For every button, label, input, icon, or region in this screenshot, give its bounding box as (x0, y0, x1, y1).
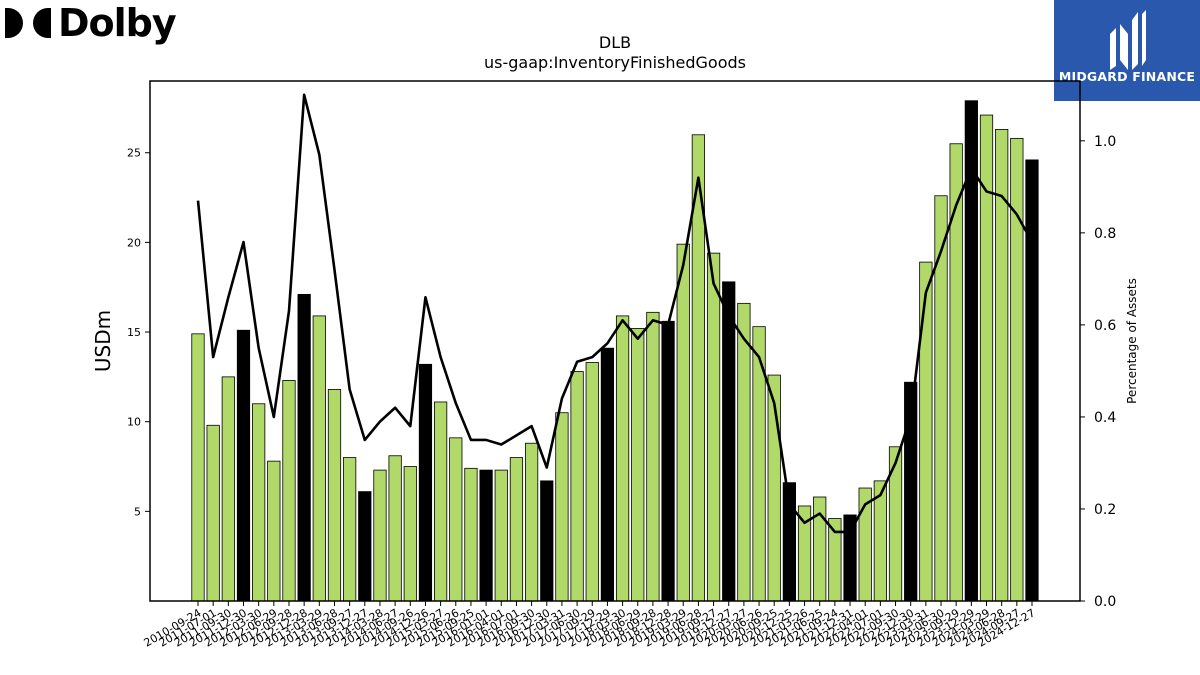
bar (706, 252, 721, 602)
y2-tick-label: 0.8 (1094, 226, 1116, 242)
bar (676, 243, 690, 602)
percent-line (196, 93, 1034, 534)
bar (979, 114, 994, 602)
y2-axis-ticks: 0.0 0.2 0.4 0.6 0.8 1.0 (1080, 134, 1116, 610)
bar (388, 455, 402, 602)
bar (524, 442, 539, 602)
y-axis-ticks: 5 10 15 20 25 (127, 147, 150, 518)
percent-line-series (196, 93, 1034, 534)
bar (600, 347, 615, 602)
y-tick-label: 5 (134, 505, 141, 518)
bar (843, 514, 857, 602)
bar (418, 363, 433, 602)
bar (631, 328, 645, 602)
bar (252, 403, 266, 602)
bar (282, 380, 296, 602)
y2-tick-label: 0.4 (1094, 410, 1116, 426)
y2-tick-label: 0.6 (1094, 318, 1116, 334)
x-axis-ticks: 2010-09-242011-07-012011-09-302011-12-30… (142, 601, 1038, 650)
bar (509, 457, 524, 602)
y2-tick-label: 0.2 (1094, 502, 1116, 518)
chart-title: DLB (599, 33, 631, 52)
bar (570, 371, 584, 602)
bar (494, 469, 508, 602)
y-tick-label: 10 (127, 416, 141, 429)
bar (615, 315, 630, 602)
y-tick-label: 25 (127, 147, 141, 160)
y2-tick-label: 0.0 (1094, 594, 1116, 610)
bar (221, 376, 235, 602)
y2-tick-label: 1.0 (1094, 134, 1116, 150)
y-tick-label: 15 (127, 326, 141, 339)
bar (646, 311, 660, 602)
bar (236, 329, 251, 602)
midgard-finance-logo-text: MIDGARD FINANCE (1058, 69, 1196, 84)
plot-frame (149, 80, 1081, 602)
bar (555, 412, 569, 602)
y2-axis-label: Percentage of Assets (1125, 278, 1139, 404)
bar-series (191, 100, 1039, 602)
bar (934, 195, 948, 602)
y-axis-label: USDm (91, 310, 115, 372)
bar (327, 389, 342, 602)
bar (661, 320, 675, 602)
bar (403, 466, 417, 602)
dolby-logo: Dolby (4, 1, 177, 45)
midgard-finance-logo: MIDGARD FINANCE (1054, 0, 1200, 101)
bar (919, 261, 933, 602)
bar (1025, 159, 1039, 602)
bar (373, 469, 387, 602)
bar (267, 460, 281, 602)
bar (191, 333, 205, 602)
bar (312, 315, 326, 602)
bar (737, 302, 751, 602)
chart-subtitle: us-gaap:InventoryFinishedGoods (484, 53, 746, 72)
dolby-double-d-icon (5, 8, 51, 38)
bar (949, 143, 963, 602)
bar (358, 491, 372, 602)
y-tick-label: 20 (127, 236, 141, 249)
bar (540, 480, 554, 602)
bar (206, 424, 220, 602)
bar (464, 467, 478, 602)
dolby-logo-text: Dolby (58, 1, 177, 45)
bar (585, 362, 599, 602)
bar (449, 437, 463, 602)
bar (433, 401, 448, 602)
bar (343, 457, 357, 602)
bar (297, 293, 311, 602)
bar (722, 281, 736, 602)
midgard-emblem-icon (1110, 10, 1146, 70)
bar (479, 469, 493, 602)
